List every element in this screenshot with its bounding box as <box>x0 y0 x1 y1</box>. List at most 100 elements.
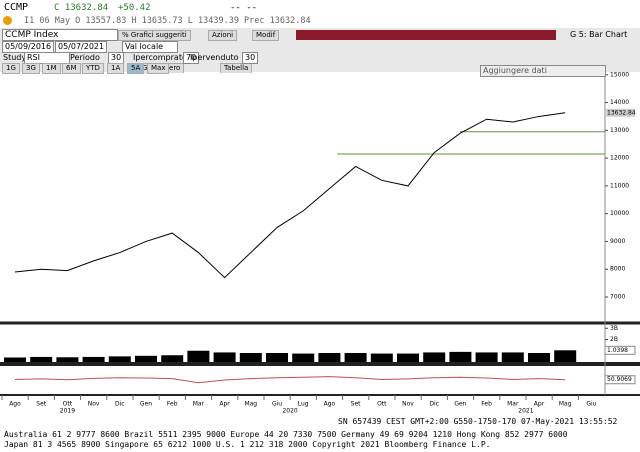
x-tick-label: Giu <box>586 401 596 408</box>
volume-bar <box>528 353 550 362</box>
quote-line: I1 06 May O 13557.83 H 13635.73 L 13439.… <box>24 16 311 26</box>
year-label: 2020 <box>282 408 297 415</box>
volume-bar <box>108 356 131 362</box>
add-data[interactable]: Aggiungere dati <box>480 65 606 77</box>
param-label: Ipercomprato <box>133 53 187 62</box>
year-label: 2021 <box>518 408 533 415</box>
dashes: -- -- <box>230 3 258 13</box>
rsi-line <box>14 376 566 384</box>
range-button[interactable]: YTD <box>82 63 104 74</box>
y-tick-label: 7000 <box>610 294 625 301</box>
x-tick-label: Gen <box>140 401 152 408</box>
volume-bar <box>30 356 53 362</box>
last-price-label: 13632.84 <box>607 109 636 116</box>
y-tick-label: 12000 <box>610 155 629 162</box>
contacts: Japan 81 3 4565 8900 Singapore 65 6212 1… <box>4 440 491 449</box>
y-tick-label: 10000 <box>610 210 629 217</box>
param-label: Ipervenduto <box>190 53 239 62</box>
x-tick-label: Mar <box>193 401 205 408</box>
y-tick-label: 11000 <box>610 182 629 189</box>
contacts: Australia 61 2 9777 8600 Brazil 5511 239… <box>4 430 568 439</box>
volume-bar <box>239 353 262 362</box>
range-button[interactable]: 5A <box>127 63 145 74</box>
rsi-last-label: 50.9069 <box>607 376 632 383</box>
range-button[interactable]: 1G <box>2 63 20 74</box>
x-tick-label: Nov <box>88 401 100 408</box>
security-input[interactable]: CCMP Index <box>2 29 118 41</box>
volume-bar <box>135 355 157 362</box>
y-tick-label: 9000 <box>610 238 625 245</box>
ticker: CCMP <box>4 2 29 13</box>
year-label: 2019 <box>60 408 75 415</box>
volume-bar <box>501 352 524 362</box>
volume-bar <box>475 352 498 362</box>
chart: 7000 8000 9000 10000 11000 12000 13000 14000 150… <box>0 71 640 415</box>
x-tick-label: Lug <box>298 401 309 408</box>
change: +50.42 <box>118 3 151 13</box>
menu-button[interactable]: % Grafici suggeriti <box>118 30 191 41</box>
range-button[interactable]: Max <box>147 63 170 74</box>
volume-bar <box>370 353 393 362</box>
last-tag <box>605 108 635 117</box>
volume-bar <box>292 353 315 362</box>
y-tick-label: 13000 <box>610 127 629 134</box>
study-label: Study <box>3 53 27 62</box>
volume-bar <box>318 353 341 362</box>
red-bar <box>296 30 556 40</box>
y-tick-label: 3B <box>610 325 618 332</box>
volume-bar <box>554 350 577 362</box>
y-tick-label: 8000 <box>610 266 625 273</box>
view-label: G 5: Bar Chart <box>570 30 628 39</box>
range-button[interactable]: 6M <box>62 63 81 74</box>
x-tick-label: Nov <box>402 401 414 408</box>
last-tag <box>604 375 636 385</box>
menu-button[interactable]: Modif <box>252 30 280 41</box>
volume-last-label: 1.0398 <box>607 347 628 354</box>
volume-bar <box>213 352 236 362</box>
param-label: Periodo <box>70 53 100 62</box>
x-tick-label: Ago <box>324 401 336 408</box>
x-tick-label: Dic <box>429 401 439 408</box>
y-tick-label: 2B <box>610 336 618 343</box>
x-tick-label: Dic <box>115 401 125 408</box>
y-tick-label: 15000 <box>610 71 629 78</box>
price-line <box>14 112 566 279</box>
y-tick-label: 14000 <box>610 99 629 106</box>
status: SN 657439 CEST GMT+2:00 G550-1750-170 07… <box>338 417 618 426</box>
volume-bar <box>266 353 288 362</box>
x-tick-label: Ott <box>63 401 73 408</box>
x-tick-label: Apr <box>219 401 230 408</box>
x-tick-label: Set <box>351 401 362 408</box>
volume-bar <box>82 356 105 362</box>
x-tick-label: Set <box>36 401 47 408</box>
currency[interactable]: Val locale <box>122 41 178 53</box>
x-tick-label: Mag <box>244 401 257 408</box>
x-tick-label: Gen <box>454 401 466 408</box>
volume-bar <box>161 355 184 362</box>
param-value[interactable]: 30 <box>242 52 258 64</box>
range-button[interactable]: 3G <box>22 63 40 74</box>
volume-bar <box>344 353 367 362</box>
volume-bar <box>423 352 446 362</box>
volume-bar <box>56 357 79 362</box>
x-tick-label: Mar <box>507 401 519 408</box>
x-tick-label: Feb <box>167 401 178 408</box>
range-button[interactable]: 1A <box>107 63 125 74</box>
x-tick-label: Mag <box>559 401 572 408</box>
last-price: C 13632.84 <box>54 3 109 13</box>
volume-bar <box>449 351 472 362</box>
x-tick-label: Ago <box>9 401 21 408</box>
end-date[interactable]: 05/07/2021 <box>55 41 108 53</box>
volume-bar <box>187 350 210 362</box>
range-button[interactable]: 1M <box>42 63 61 74</box>
x-tick-label: Giu <box>272 401 282 408</box>
x-tick-label: Feb <box>481 401 492 408</box>
volume-bar <box>397 353 419 362</box>
icon <box>3 16 12 25</box>
volume-bar <box>4 357 26 362</box>
param-value[interactable]: 70 <box>183 52 199 64</box>
x-tick-label: Apr <box>534 401 545 408</box>
x-tick-label: Ott <box>377 401 387 408</box>
menu-button[interactable]: Azioni <box>208 30 238 41</box>
